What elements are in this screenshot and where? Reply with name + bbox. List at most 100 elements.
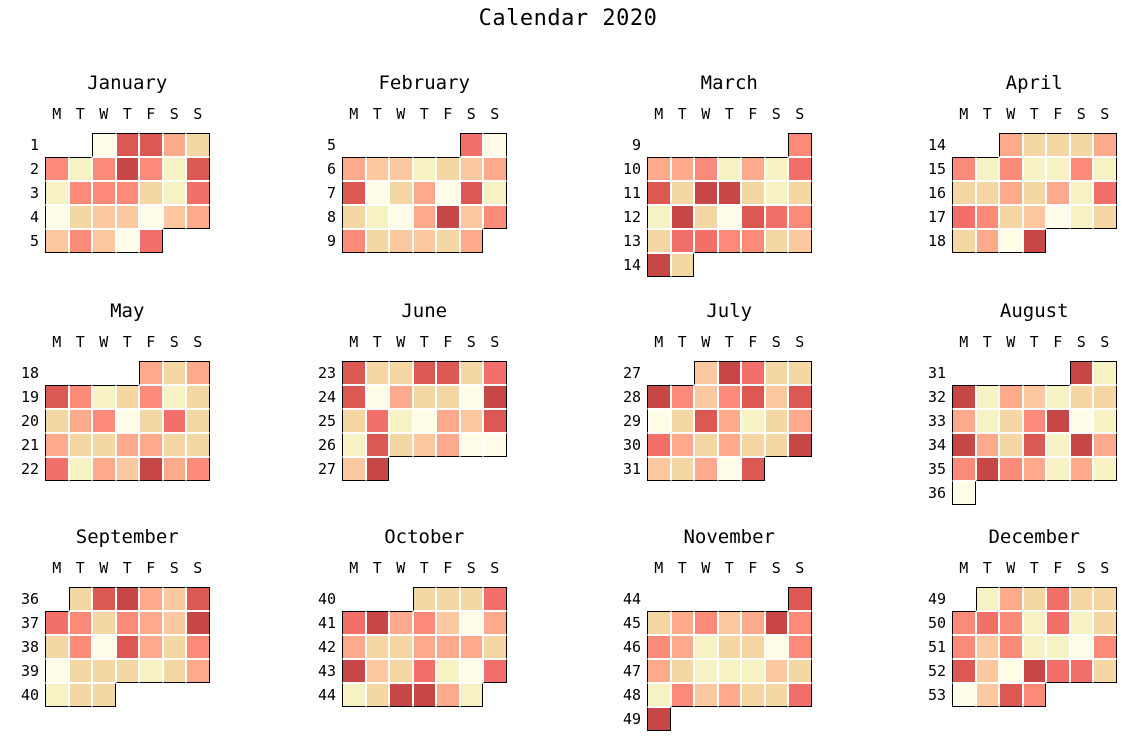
weekday-header: W bbox=[99, 333, 109, 351]
day-cell bbox=[68, 229, 92, 253]
weekday-header: W bbox=[396, 333, 406, 351]
day-cell bbox=[342, 611, 366, 635]
day-cell bbox=[483, 361, 507, 385]
day-cell bbox=[1069, 457, 1093, 481]
weekday-header: T bbox=[1029, 333, 1039, 351]
day-cell bbox=[68, 433, 92, 457]
day-cell bbox=[186, 587, 210, 611]
day-cell bbox=[436, 659, 460, 683]
day-cell bbox=[975, 457, 999, 481]
day-cell bbox=[1093, 361, 1117, 385]
day-cell bbox=[788, 133, 812, 157]
weekday-header: W bbox=[99, 559, 109, 577]
week-number-label: 9 bbox=[631, 136, 641, 154]
day-cell bbox=[365, 433, 389, 457]
day-cell bbox=[975, 587, 999, 611]
weekday-header: S bbox=[1076, 333, 1086, 351]
day-cell bbox=[647, 683, 671, 707]
day-cell bbox=[92, 635, 116, 659]
week-number-label: 7 bbox=[326, 184, 336, 202]
day-cell bbox=[45, 433, 69, 457]
weekday-header: T bbox=[372, 105, 382, 123]
day-cell bbox=[1046, 635, 1070, 659]
day-cell bbox=[1069, 433, 1093, 457]
day-cell bbox=[647, 611, 671, 635]
weekday-header: T bbox=[677, 559, 687, 577]
day-cell bbox=[1022, 611, 1046, 635]
day-cell bbox=[92, 659, 116, 683]
day-cell bbox=[788, 635, 812, 659]
month-title: March bbox=[700, 72, 758, 94]
day-cell bbox=[694, 385, 718, 409]
day-cell bbox=[162, 587, 186, 611]
week-number-label: 10 bbox=[622, 160, 641, 178]
day-cell bbox=[952, 157, 976, 181]
month-title: August bbox=[999, 300, 1069, 322]
day-cell bbox=[186, 361, 210, 385]
day-cell bbox=[1022, 409, 1046, 433]
day-cell bbox=[186, 157, 210, 181]
day-cell bbox=[45, 683, 69, 707]
day-cell bbox=[741, 205, 765, 229]
day-cell bbox=[952, 611, 976, 635]
day-cell bbox=[999, 457, 1023, 481]
weekday-header: T bbox=[372, 333, 382, 351]
day-cell bbox=[952, 205, 976, 229]
day-cell bbox=[741, 157, 765, 181]
day-cell bbox=[1046, 409, 1070, 433]
weekday-header: T bbox=[122, 559, 132, 577]
day-cell bbox=[952, 229, 976, 253]
day-cell bbox=[162, 457, 186, 481]
day-cell bbox=[139, 133, 163, 157]
day-cell bbox=[412, 157, 436, 181]
day-cell bbox=[694, 361, 718, 385]
day-cell bbox=[365, 409, 389, 433]
week-number-label: 49 bbox=[622, 710, 641, 728]
day-cell bbox=[115, 659, 139, 683]
day-cell bbox=[1022, 683, 1046, 707]
day-cell bbox=[459, 385, 483, 409]
day-cell bbox=[115, 635, 139, 659]
day-cell bbox=[764, 385, 788, 409]
weekday-header: S bbox=[1100, 559, 1110, 577]
weekday-header: S bbox=[771, 105, 781, 123]
weekday-header: T bbox=[75, 559, 85, 577]
month-title: April bbox=[1005, 72, 1063, 94]
weekday-header: S bbox=[169, 559, 179, 577]
day-cell bbox=[365, 635, 389, 659]
week-number-label: 18 bbox=[927, 232, 946, 250]
day-cell bbox=[459, 587, 483, 611]
week-number-label: 8 bbox=[326, 208, 336, 226]
day-cell bbox=[459, 157, 483, 181]
weekday-header: S bbox=[466, 559, 476, 577]
day-cell bbox=[788, 361, 812, 385]
day-cell bbox=[389, 683, 413, 707]
week-number-label: 52 bbox=[927, 662, 946, 680]
day-cell bbox=[459, 635, 483, 659]
day-cell bbox=[952, 409, 976, 433]
day-cell bbox=[139, 229, 163, 253]
week-number-label: 13 bbox=[622, 232, 641, 250]
day-cell bbox=[186, 205, 210, 229]
day-cell bbox=[717, 157, 741, 181]
day-cell bbox=[1022, 433, 1046, 457]
day-cell bbox=[436, 181, 460, 205]
weekday-header: S bbox=[193, 105, 203, 123]
day-cell bbox=[1093, 157, 1117, 181]
week-number-label: 43 bbox=[317, 662, 336, 680]
day-cell bbox=[975, 385, 999, 409]
week-number-label: 30 bbox=[622, 436, 641, 454]
day-cell bbox=[764, 635, 788, 659]
day-cell bbox=[1022, 229, 1046, 253]
day-cell bbox=[115, 385, 139, 409]
day-cell bbox=[186, 385, 210, 409]
day-cell bbox=[647, 205, 671, 229]
day-cell bbox=[186, 433, 210, 457]
week-number-label: 36 bbox=[20, 590, 39, 608]
day-cell bbox=[412, 587, 436, 611]
week-number-label: 44 bbox=[622, 590, 641, 608]
weekday-header: F bbox=[1053, 559, 1063, 577]
weekday-header: T bbox=[1029, 559, 1039, 577]
day-cell bbox=[694, 635, 718, 659]
